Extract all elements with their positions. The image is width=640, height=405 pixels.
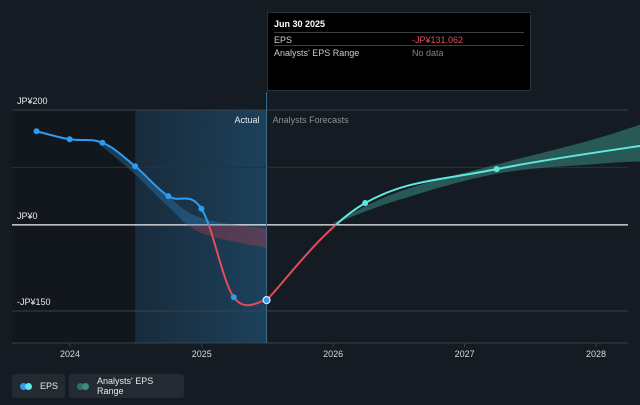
tooltip-eps-value: -JP¥131.062 (412, 35, 464, 45)
tooltip-range-value: No data (412, 48, 444, 58)
forecast-range-band (333, 124, 640, 225)
x-tick-label: 2025 (192, 349, 212, 359)
legend-range-label: Analysts' EPS Range (97, 376, 154, 396)
x-tick-label: 2026 (323, 349, 343, 359)
data-point (262, 296, 271, 305)
legend-eps[interactable]: EPS (12, 374, 65, 398)
actual-label: Actual (235, 115, 260, 125)
data-point (33, 128, 40, 135)
series-line-negative (207, 224, 267, 307)
data-point (165, 193, 172, 200)
tooltip-range-label: Analysts' EPS Range (274, 48, 360, 58)
tooltip-eps-label: EPS (274, 35, 293, 45)
series-line-negative (265, 224, 338, 301)
series-line (334, 144, 640, 225)
data-point (493, 166, 500, 173)
y-tick-label: JP¥200 (17, 96, 48, 106)
data-point (99, 139, 106, 146)
forecast-label: Analysts Forecasts (273, 115, 350, 125)
tooltip-date: Jun 30 2025 (274, 19, 326, 29)
past-range-band-negative (187, 224, 267, 248)
legend-eps-label: EPS (40, 381, 59, 391)
data-point (362, 200, 369, 207)
y-tick-label: -JP¥150 (17, 297, 51, 307)
data-point (66, 136, 73, 143)
x-tick-label: 2027 (455, 349, 475, 359)
tooltip-row-eps: EPS -JP¥131.062 (274, 32, 524, 46)
y-tick-label: JP¥0 (17, 211, 38, 221)
tooltip: Jun 30 2025 EPS -JP¥131.062 Analysts' EP… (267, 12, 531, 91)
x-tick-label: 2028 (586, 349, 606, 359)
x-tick-label: 2024 (60, 349, 80, 359)
data-point (132, 163, 139, 170)
series-line (36, 130, 210, 225)
eps-legend-icon (20, 382, 32, 390)
legend-eps-range[interactable]: Analysts' EPS Range (69, 374, 184, 398)
past-background (12, 110, 136, 343)
range-legend-icon (77, 382, 89, 390)
data-point (198, 205, 205, 212)
tooltip-row-range: Analysts' EPS Range No data (274, 45, 524, 59)
data-point (230, 294, 237, 301)
